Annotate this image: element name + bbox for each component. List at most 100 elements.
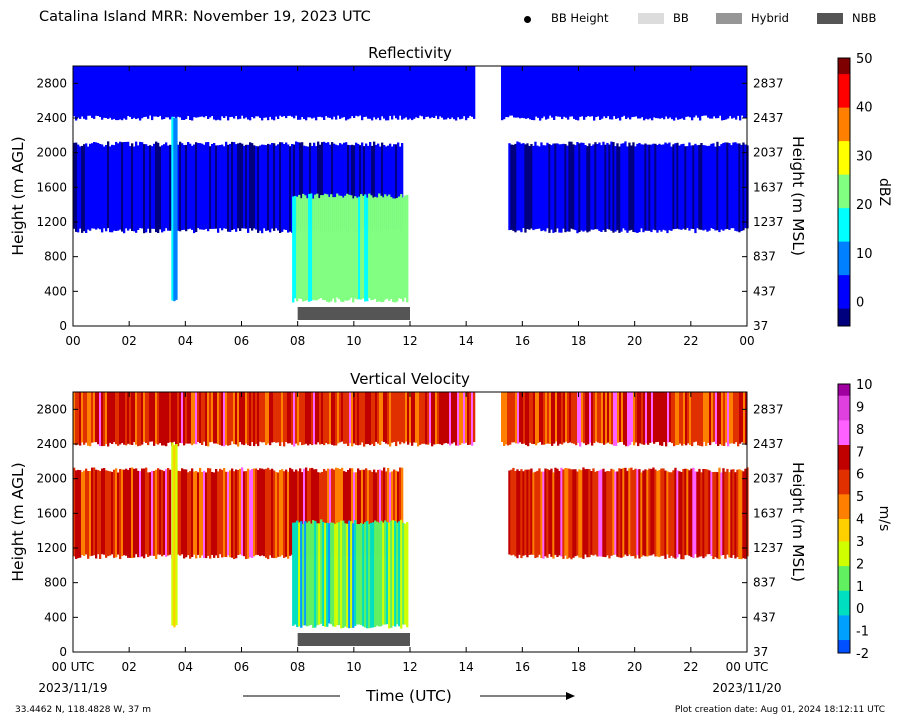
echo-column bbox=[671, 392, 674, 444]
echo-column bbox=[317, 392, 320, 443]
colorbar-segment bbox=[838, 437, 850, 441]
echo-column bbox=[279, 392, 282, 446]
colorbar-segment bbox=[838, 196, 850, 200]
x-tick-label: 00 UTC bbox=[52, 660, 95, 674]
echo-column bbox=[661, 392, 664, 446]
echo-column bbox=[223, 66, 226, 118]
echo-column bbox=[325, 142, 328, 232]
echo-column bbox=[559, 392, 562, 444]
echo-column bbox=[719, 392, 722, 445]
colorbar-segment bbox=[838, 505, 850, 508]
colorbar-segment bbox=[838, 245, 850, 249]
echo-column bbox=[295, 141, 298, 233]
colorbar-segment bbox=[838, 576, 850, 580]
echo-column bbox=[392, 198, 395, 303]
echo-column bbox=[89, 66, 92, 116]
echo-column bbox=[528, 145, 531, 230]
echo-column bbox=[269, 469, 272, 556]
echo-column bbox=[624, 141, 627, 231]
echo-column bbox=[357, 143, 360, 232]
echo-layer bbox=[73, 467, 404, 560]
colorbar-segment bbox=[838, 238, 850, 242]
echo-column bbox=[676, 142, 679, 229]
echo-column bbox=[163, 392, 166, 446]
colorbar-segment bbox=[838, 216, 850, 220]
echo-column bbox=[167, 145, 170, 231]
colorbar-segment bbox=[838, 594, 850, 598]
colorbar-segment bbox=[838, 227, 850, 231]
echo-column bbox=[135, 468, 138, 555]
echo-column bbox=[381, 392, 384, 442]
echo-column bbox=[618, 146, 621, 233]
echo-column bbox=[400, 194, 403, 299]
echo-column bbox=[724, 142, 727, 230]
echo-column bbox=[605, 66, 608, 119]
colorbar-segment bbox=[838, 145, 850, 148]
echo-column bbox=[683, 392, 686, 445]
echo-column bbox=[297, 142, 300, 229]
echo-column bbox=[179, 141, 182, 232]
echo-column bbox=[600, 145, 603, 232]
echo-column bbox=[521, 392, 524, 444]
echo-column bbox=[139, 66, 142, 121]
echo-column bbox=[169, 392, 172, 443]
time-arrow-head bbox=[566, 692, 575, 700]
colorbar-segment bbox=[838, 498, 850, 502]
echo-column bbox=[119, 469, 122, 560]
echo-column bbox=[607, 66, 610, 117]
echo-layer bbox=[508, 467, 749, 560]
echo-column bbox=[259, 468, 262, 557]
echo-column bbox=[724, 471, 727, 559]
x-tick-label: 16 bbox=[515, 334, 530, 348]
echo-column bbox=[551, 66, 554, 118]
echo-column bbox=[595, 66, 598, 118]
echo-column bbox=[311, 467, 314, 557]
echo-column bbox=[151, 392, 154, 442]
echo-layer bbox=[292, 193, 409, 303]
legend-bb: BB bbox=[673, 11, 689, 25]
echo-column bbox=[573, 66, 576, 119]
echo-column bbox=[91, 143, 94, 229]
echo-column bbox=[153, 143, 156, 229]
echo-column bbox=[123, 392, 126, 445]
echo-column bbox=[394, 521, 397, 627]
echo-column bbox=[215, 469, 218, 556]
echo-column bbox=[305, 66, 308, 121]
echo-column bbox=[169, 66, 172, 120]
colorbar-segment bbox=[838, 252, 850, 256]
echo-column bbox=[273, 470, 276, 559]
echo-column bbox=[539, 392, 542, 442]
echo-column bbox=[590, 145, 593, 230]
echo-column bbox=[263, 469, 266, 557]
echo-column bbox=[137, 470, 140, 558]
echo-column bbox=[117, 472, 120, 555]
echo-column bbox=[630, 467, 633, 557]
colorbar-segment bbox=[838, 401, 850, 405]
colorbar-segment bbox=[838, 561, 850, 564]
echo-column bbox=[329, 66, 332, 118]
echo-column bbox=[588, 143, 591, 232]
echo-column bbox=[552, 472, 555, 559]
echo-column bbox=[613, 392, 616, 446]
echo-column bbox=[139, 141, 142, 229]
echo-column bbox=[530, 144, 533, 229]
colorbar-segment bbox=[838, 102, 850, 106]
echo-column bbox=[329, 469, 332, 555]
echo-column bbox=[659, 66, 662, 119]
colorbar-segment bbox=[838, 570, 850, 573]
colorbar-segment bbox=[838, 138, 850, 142]
echo-column bbox=[615, 392, 618, 446]
echo-column bbox=[401, 66, 404, 120]
echo-column bbox=[560, 467, 563, 557]
echo-column bbox=[362, 195, 365, 299]
echo-column bbox=[235, 469, 238, 559]
echo-column bbox=[646, 144, 649, 231]
echo-column bbox=[707, 66, 710, 118]
echo-column bbox=[510, 144, 513, 230]
echo-column bbox=[173, 445, 176, 628]
echo-column bbox=[441, 392, 444, 446]
colorbar-segment bbox=[838, 442, 850, 446]
echo-column bbox=[527, 392, 530, 447]
echo-column bbox=[85, 392, 88, 443]
colorbar-segment bbox=[838, 160, 850, 164]
